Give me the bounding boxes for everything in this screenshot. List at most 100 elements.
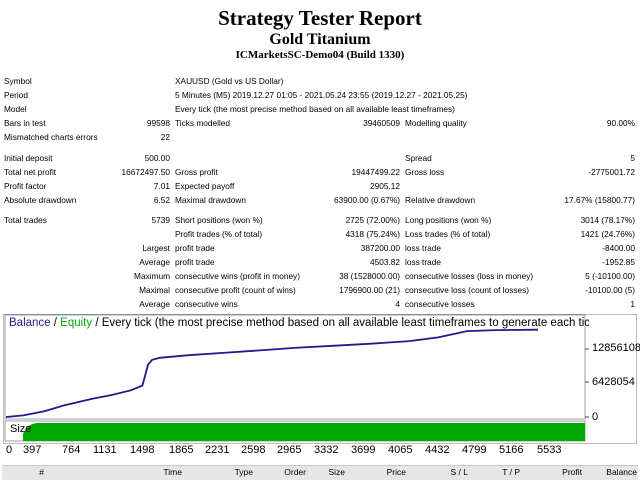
x-tick-label: 1865 [169, 444, 194, 456]
summary-row: Period 5 Minutes (M5) 2019.12.27 01:05 - … [0, 88, 640, 102]
summary-cell-c2: 5739 [151, 215, 170, 225]
summary-cell-c3: profit trade [175, 257, 215, 267]
summary-cell-c6: 5 (-10100.00) [585, 271, 635, 281]
x-tick-label: 1498 [130, 444, 155, 456]
summary-cell-c5: loss trade [405, 243, 441, 253]
summary-cell-c6: 5 [630, 153, 635, 163]
summary-cell-c1: Total net profit [4, 167, 57, 177]
column-header-8[interactable]: Profit [562, 467, 582, 477]
summary-cell-c1: Initial deposit [4, 153, 53, 163]
summary-cell-c3: Maximal drawdown [175, 195, 247, 205]
summary-cell-c3: Every tick (the most precise method base… [175, 104, 455, 114]
summary-cell-c5: Relative drawdown [405, 195, 476, 205]
summary-cell-c4: 2905.12 [370, 181, 400, 191]
summary-row: Average consecutive wins 4 consecutive loss… [0, 297, 640, 311]
summary-cell-c5: consecutive losses (loss in money) [405, 271, 534, 281]
column-header-2[interactable]: Type [234, 467, 253, 477]
equity-chart [2, 313, 638, 445]
x-tick-label: 0 [6, 444, 13, 456]
x-tick-label: 1131 [93, 444, 117, 456]
size-fill [23, 423, 585, 441]
column-header-5[interactable]: Price [386, 467, 406, 477]
y-label-mid: 6428054 [592, 376, 635, 388]
summary-cell-c3: consecutive profit (count of wins) [175, 285, 296, 295]
summary-cell-c2: Average [139, 299, 170, 309]
column-header-7[interactable]: T / P [502, 467, 520, 477]
column-header-6[interactable]: S / L [450, 467, 468, 477]
summary-cell-c5: Gross loss [405, 167, 445, 177]
summary-cell-c4: 19447499.22 [351, 167, 400, 177]
orders-column-header: # Time Type Order Size Price S / L T / P Profit B… [2, 465, 638, 480]
summary-cell-c4: 4318 (75.24%) [345, 229, 400, 239]
summary-cell-c2: 6.52 [153, 195, 170, 205]
column-header-9[interactable]: Balance [606, 467, 637, 477]
summary-row: Largest profit trade 387200.00 loss trade -8… [0, 241, 640, 255]
summary-row: Symbol XAUUSD (Gold vs US Dollar) [0, 74, 640, 88]
summary-cell-c5: consecutive losses [405, 299, 475, 309]
x-tick-label: 397 [23, 444, 42, 456]
summary-row: Initial deposit 500.00 Spread 5 [0, 151, 640, 165]
summary-row: Total net profit 16672497.50 Gross profit 1… [0, 165, 640, 179]
summary-cell-c6: 1 [630, 299, 635, 309]
summary-cell-c5: Loss trades (% of total) [405, 229, 491, 239]
x-tick-label: 764 [62, 444, 81, 456]
summary-row: Absolute drawdown 6.52 Maximal drawdown 639… [0, 193, 640, 207]
summary-cell-c6: -1952.85 [602, 257, 635, 267]
x-tick-label: 3699 [351, 444, 376, 456]
summary-cell-c3: Ticks modelled [175, 118, 231, 128]
summary-cell-c3: profit trade [175, 243, 215, 253]
legend-equity: Equity [60, 317, 93, 329]
summary-cell-c6: -2775001.72 [588, 167, 635, 177]
summary-cell-c4: 4 [395, 299, 400, 309]
summary-cell-c2: 99598 [146, 118, 170, 128]
summary-cell-c4: 1796900.00 (21) [339, 285, 400, 295]
summary-cell-c5: loss trade [405, 257, 441, 267]
summary-row: Maximal consecutive profit (count of wins… [0, 283, 640, 297]
summary-row: Average profit trade 4503.82 loss trade -195… [0, 255, 640, 269]
summary-cell-c4: 39460509 [363, 118, 400, 128]
summary-cell-c1: Bars in test [4, 118, 46, 128]
summary-cell-c5: Spread [405, 153, 432, 163]
y-label-max: 12856108 [592, 342, 640, 354]
summary-row: Profit trades (% of total) 4318 (75.24%) L… [0, 227, 640, 241]
x-tick-label: 4065 [388, 444, 413, 456]
summary-cell-c3: 5 Minutes (M5) 2019.12.27 01:05 - 2021.0… [175, 90, 468, 100]
summary-cell-c6: 90.00% [606, 118, 635, 128]
summary-cell-c6: 1421 (24.76%) [580, 229, 635, 239]
balance-line [5, 328, 539, 418]
x-axis-labels: 0 397 764 1131 1498 1865 2231 2598 2965 3332 3699 4… [0, 444, 640, 458]
y-label-zero: 0 [592, 411, 599, 423]
chart-legend: Balance / Equity / Every tick (the most … [9, 317, 589, 329]
column-header-1[interactable]: Time [163, 467, 182, 477]
summary-cell-c6: -10100.00 (5) [585, 285, 635, 295]
summary-cell-c3: consecutive wins [175, 299, 238, 309]
summary-row: Mismatched charts errors 22 [0, 130, 640, 144]
summary-cell-c4: 2725 (72.00%) [345, 215, 400, 225]
x-tick-label: 2231 [205, 444, 230, 456]
summary-row: Model Every tick (the most precise method… [0, 102, 640, 116]
summary-cell-c5: Modelling quality [405, 118, 467, 128]
summary-cell-c3: Profit trades (% of total) [175, 229, 263, 239]
column-header-4[interactable]: Size [328, 467, 345, 477]
summary-cell-c1: Absolute drawdown [4, 195, 77, 205]
plot-area [4, 314, 586, 420]
summary-cell-c5: Long positions (won %) [405, 215, 492, 225]
summary-cell-c1: Symbol [4, 76, 32, 86]
x-tick-label: 3332 [314, 444, 339, 456]
column-header-3[interactable]: Order [284, 467, 306, 477]
summary-row: Total trades 5739 Short positions (won %) 2… [0, 213, 640, 227]
summary-cell-c4: 38 (1528000.00) [339, 271, 400, 281]
summary-cell-c1: Total trades [4, 215, 47, 225]
legend-separator: / [50, 317, 61, 329]
summary-cell-c3: consecutive wins (profit in money) [175, 271, 300, 281]
column-header-0[interactable]: # [39, 467, 44, 477]
summary-cell-c2: Largest [142, 243, 170, 253]
summary-cell-c6: 3014 (78.17%) [580, 215, 635, 225]
summary-cell-c1: Period [4, 90, 28, 100]
summary-cell-c3: Expected payoff [175, 181, 235, 191]
legend-description: / Every tick (the most precise method ba… [95, 317, 589, 329]
legend-balance: Balance [9, 317, 51, 329]
summary-cell-c3: XAUUSD (Gold vs US Dollar) [175, 76, 284, 86]
x-tick-label: 5533 [537, 444, 562, 456]
summary-cell-c2: 16672497.50 [121, 167, 170, 177]
